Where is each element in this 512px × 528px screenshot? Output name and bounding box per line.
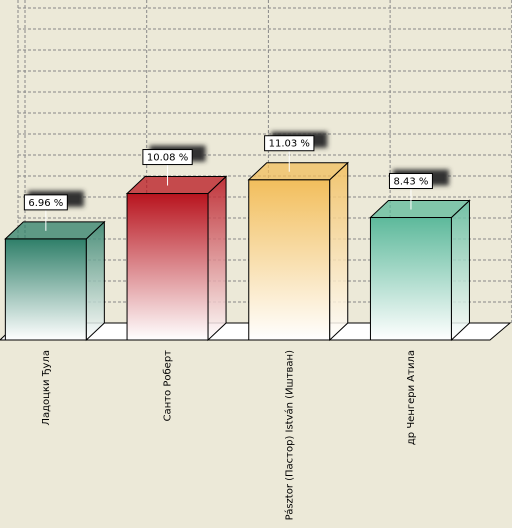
bar-top	[369, 200, 471, 219]
x-tick-label: Pásztor (Пастор) István (Иштван)	[283, 350, 295, 520]
bar	[369, 217, 452, 341]
label-box	[388, 173, 433, 190]
label-box	[264, 135, 315, 152]
x-tick-label: Ладоцки Ђула	[41, 350, 52, 426]
bar-side	[450, 199, 470, 342]
bar	[126, 193, 209, 341]
bar-top	[247, 162, 350, 181]
x-tick-label: Санто Роберт	[163, 350, 174, 422]
bar-top	[4, 221, 106, 240]
value-label: 6.96 %	[28, 198, 63, 209]
bar-side	[329, 161, 349, 342]
bar-top	[125, 176, 228, 195]
bar-side	[207, 175, 227, 342]
x-tick-label: др Ченгери Атила	[406, 350, 417, 445]
value-label: 11.03 %	[269, 139, 310, 150]
label-box	[23, 194, 68, 211]
value-label: 10.08 %	[147, 153, 188, 164]
bar	[248, 179, 331, 341]
label-box	[142, 149, 193, 166]
bar	[4, 238, 87, 341]
bar-side	[85, 220, 105, 342]
value-label: 8.43 %	[393, 177, 428, 188]
